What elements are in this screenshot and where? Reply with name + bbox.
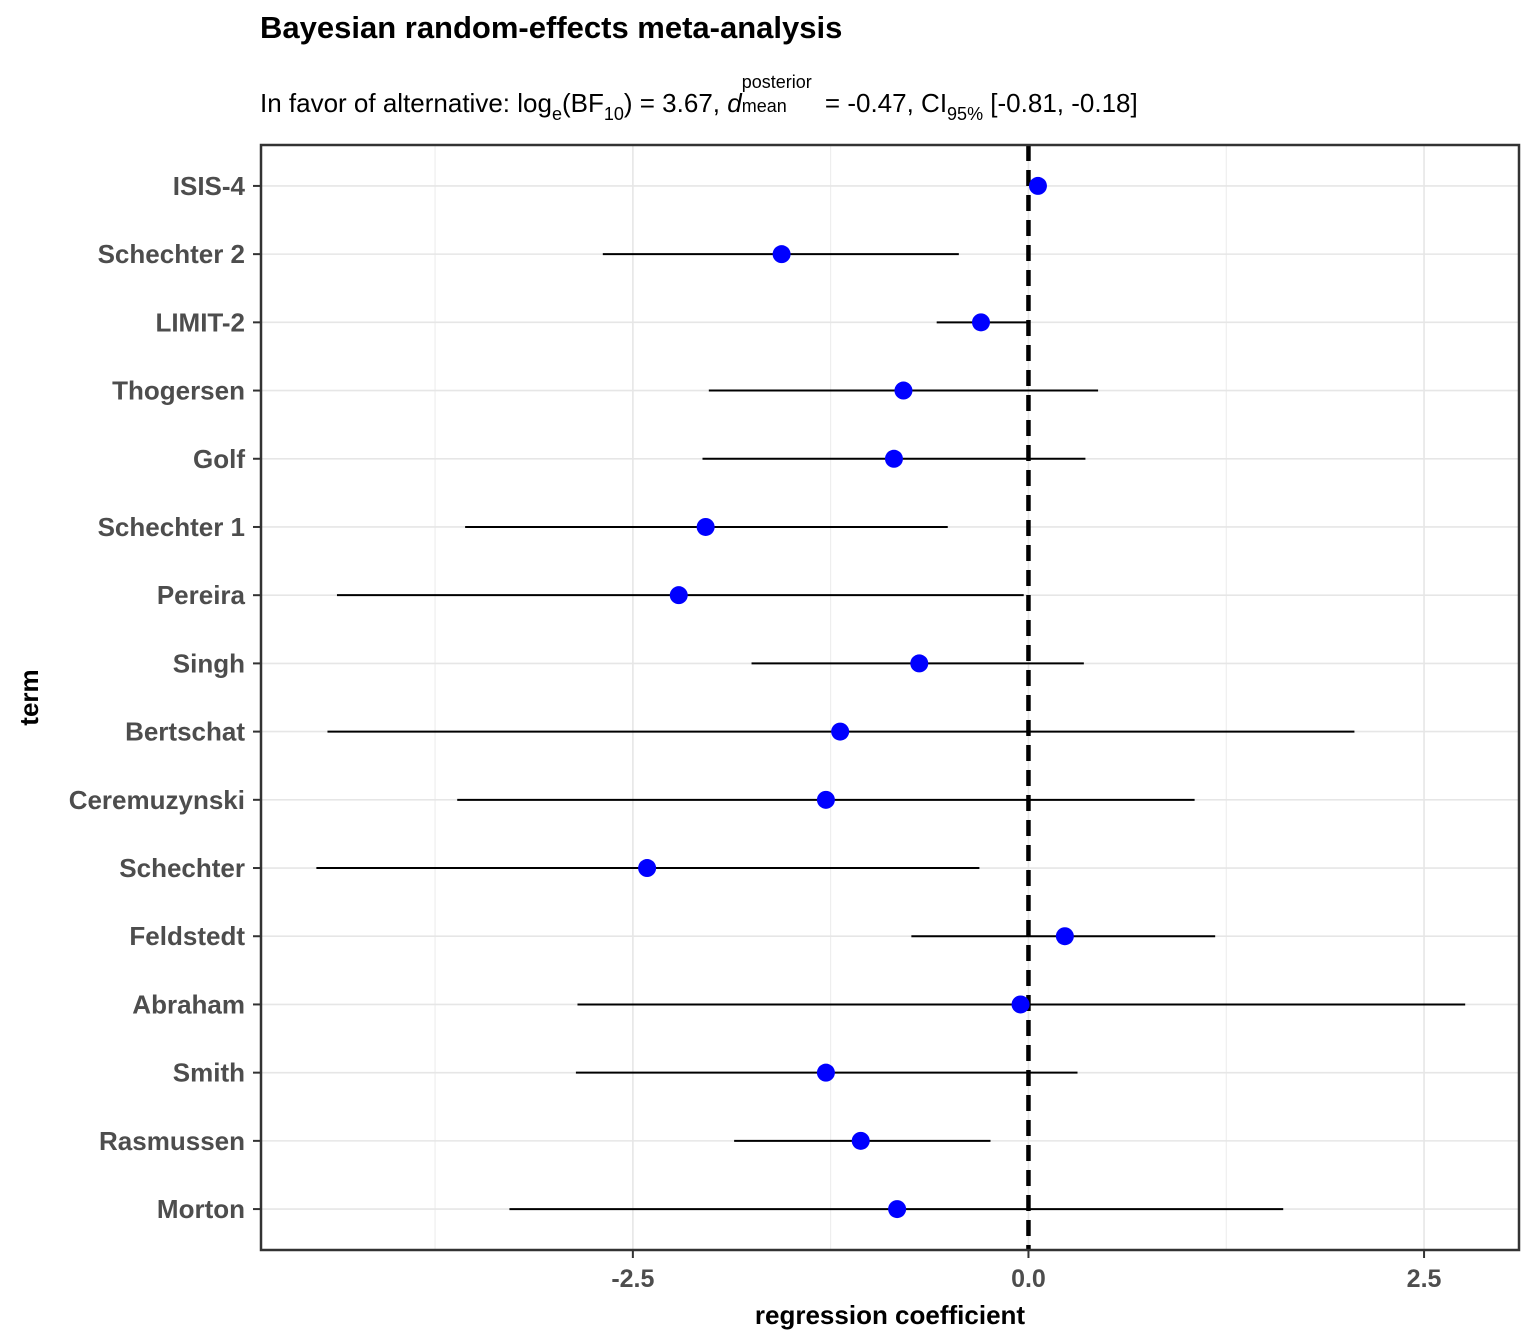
point-layer — [638, 176, 1074, 1219]
y-tick-label: LIMIT-2 — [155, 307, 245, 337]
y-tick-label: Schechter — [119, 853, 245, 883]
estimate-point — [1055, 927, 1074, 946]
estimate-point — [971, 313, 990, 332]
y-tick-layer: ISIS-4 Schechter 2 LIMIT-2 Thogersen Golf Sch… — [69, 171, 261, 1224]
estimate-point — [772, 245, 791, 264]
y-tick-label: Feldstedt — [129, 921, 245, 951]
y-tick-label: Pereira — [157, 580, 246, 610]
estimate-point — [638, 859, 657, 878]
estimate-point — [831, 722, 850, 741]
y-tick-label: Abraham — [132, 989, 245, 1019]
estimate-point — [888, 1200, 907, 1219]
chart-title: Bayesian random-effects meta-analysis — [260, 10, 843, 45]
y-tick-label: Ceremuzynski — [69, 785, 245, 815]
y-tick-label: Schechter 2 — [98, 239, 245, 269]
subtitle-bf-sub: 10 — [603, 104, 624, 124]
y-axis-label: term — [14, 669, 44, 725]
subtitle-ci-sub: 95% — [947, 104, 984, 124]
y-tick-label: Smith — [173, 1058, 245, 1088]
estimate-point — [910, 654, 929, 673]
estimate-point — [884, 449, 903, 468]
x-tick-label: -2.5 — [611, 1265, 654, 1293]
subtitle-d-sup: posterior — [741, 72, 812, 92]
estimate-point — [696, 517, 715, 536]
x-tick-label: 0.0 — [1011, 1265, 1046, 1293]
subtitle-d-value: = -0.47, CI — [817, 88, 948, 118]
x-axis-label: regression coefficient — [755, 1300, 1026, 1330]
subtitle-log-base: e — [551, 104, 562, 124]
y-tick-label: Rasmussen — [99, 1126, 245, 1156]
y-tick-label: ISIS-4 — [173, 171, 246, 201]
y-tick-label: Bertschat — [125, 717, 245, 747]
estimate-point — [851, 1131, 870, 1150]
y-tick-label: Thogersen — [112, 376, 245, 406]
panel-border — [259, 143, 1521, 1252]
x-tick-label: 2.5 — [1407, 1265, 1442, 1293]
subtitle-ci-value: [-0.81, -0.18] — [983, 88, 1138, 118]
estimate-point — [894, 381, 913, 400]
estimate-point — [669, 586, 688, 605]
y-tick-label: Morton — [157, 1194, 245, 1224]
x-tick-layer: -2.5 0.0 2.5 — [611, 1250, 1442, 1293]
y-tick-label: Golf — [193, 444, 245, 474]
interval-layer — [316, 253, 1466, 1211]
estimate-point — [816, 1063, 835, 1082]
subtitle-d-sub: mean — [741, 96, 787, 116]
subtitle-bf-value: ) = 3.67, — [623, 88, 728, 118]
subtitle-d-stack: posterior mean — [742, 72, 818, 116]
estimate-point — [816, 790, 835, 809]
subtitle-prefix: In favor of alternative: log — [260, 88, 552, 118]
estimate-point — [1011, 995, 1030, 1014]
y-tick-label: Singh — [173, 648, 245, 678]
estimate-point — [1028, 176, 1047, 195]
chart-subtitle: In favor of alternative: loge(BF10) = 3.… — [260, 72, 1138, 124]
grid-layer — [261, 145, 1519, 1250]
y-tick-label: Schechter 1 — [98, 512, 245, 542]
subtitle-d-symbol: d — [727, 88, 742, 118]
subtitle-bf-open: (BF — [561, 88, 604, 118]
